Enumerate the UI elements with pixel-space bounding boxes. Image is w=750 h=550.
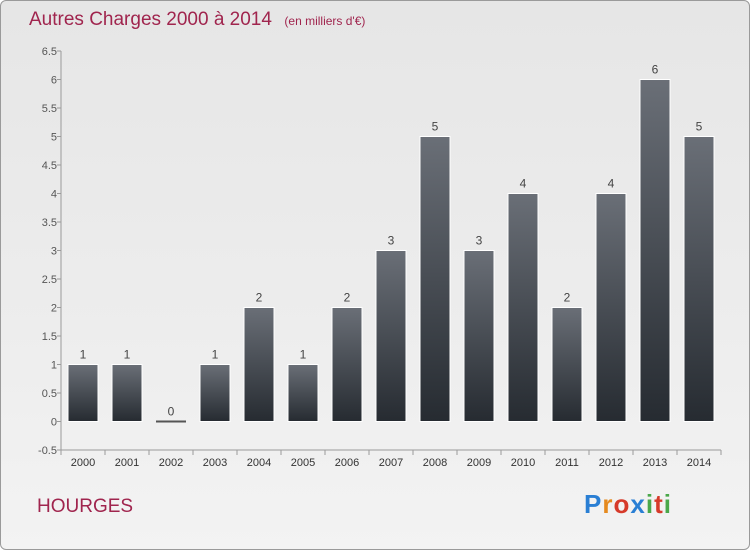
brand-letter: i: [663, 489, 672, 519]
x-tick-label: 2010: [511, 457, 535, 469]
bar: [463, 250, 495, 422]
data-label: 3: [476, 234, 483, 248]
data-label: 1: [300, 348, 307, 362]
y-tick-label: 6: [51, 75, 57, 87]
y-tick-label: 1.5: [42, 331, 57, 343]
data-label: 1: [124, 348, 131, 362]
x-tick-label: 2012: [599, 457, 623, 469]
bar: [287, 364, 319, 422]
bar: [243, 307, 275, 422]
x-tick-label: 2007: [379, 457, 403, 469]
bar: [595, 193, 627, 422]
y-tick-label: 0.5: [42, 388, 57, 400]
bar: [419, 136, 451, 422]
title-block: Autres Charges 2000 à 2014 (en milliers …: [29, 9, 365, 31]
y-tick-label: 3.5: [42, 217, 57, 229]
bar: [111, 364, 143, 422]
x-tick-label: 2008: [423, 457, 447, 469]
y-tick-label: 6.5: [42, 46, 57, 58]
bar: [551, 307, 583, 422]
x-tick-label: 2014: [687, 457, 711, 469]
bar: [507, 193, 539, 422]
bar: [67, 364, 99, 422]
brand-letter: r: [602, 489, 614, 519]
y-tick-label: -0.5: [38, 445, 57, 457]
data-label: 1: [212, 348, 219, 362]
y-tick-label: 5: [51, 132, 57, 144]
bar: [683, 136, 715, 422]
brand-letter: P: [584, 489, 603, 519]
commune-name: HOURGES: [37, 496, 134, 517]
data-label: 6: [652, 63, 659, 77]
x-tick-label: 2004: [247, 457, 271, 469]
bar: [639, 79, 671, 422]
chart-axes: -0.5 0 0.5 1 1.5 2 2.5 3 3.5 4 4.5 5 5.5 6 6.5 2000 2001…: [38, 46, 722, 469]
data-label: 5: [696, 120, 703, 134]
data-label: 4: [608, 177, 615, 191]
data-label: 4: [520, 177, 527, 191]
bar: [375, 250, 407, 422]
x-tick-label: 2009: [467, 457, 491, 469]
x-tick-label: 2011: [555, 457, 579, 469]
brand-letter: x: [630, 489, 646, 519]
y-tick-label: 2: [51, 303, 57, 315]
x-tick-label: 2001: [115, 457, 139, 469]
y-tick-label: 4: [51, 189, 57, 201]
brand-letter: t: [654, 489, 664, 519]
bar: [331, 307, 363, 422]
y-tick-label: 0: [51, 417, 57, 429]
data-label: 1: [80, 348, 87, 362]
chart-bars: 1 1 0 1 2 1 2 3 5 3 4 2 4 6 5: [67, 63, 715, 423]
brand-logo[interactable]: Proxiti: [584, 489, 672, 520]
x-tick-label: 2003: [203, 457, 227, 469]
x-tick-label: 2005: [291, 457, 315, 469]
data-label: 0: [168, 405, 175, 419]
data-label: 3: [388, 234, 395, 248]
x-tick-label: 2006: [335, 457, 359, 469]
x-tick-label: 2013: [643, 457, 667, 469]
chart-title: Autres Charges 2000 à 2014: [29, 9, 272, 30]
brand-letter: i: [645, 489, 655, 519]
y-tick-label: 5.5: [42, 103, 57, 115]
x-tick-label: 2002: [159, 457, 183, 469]
data-label: 2: [344, 291, 351, 305]
data-label: 2: [564, 291, 571, 305]
brand-letter: o: [613, 489, 631, 519]
bar: [199, 364, 231, 422]
x-tick-label: 2000: [71, 457, 95, 469]
y-tick-label: 2.5: [42, 274, 57, 286]
y-tick-label: 4.5: [42, 160, 57, 172]
y-tick-label: 1: [51, 360, 57, 372]
data-label: 5: [432, 120, 439, 134]
chart-subtitle: (en milliers d'€): [284, 14, 366, 28]
data-label: 2: [256, 291, 263, 305]
y-tick-label: 3: [51, 246, 57, 258]
